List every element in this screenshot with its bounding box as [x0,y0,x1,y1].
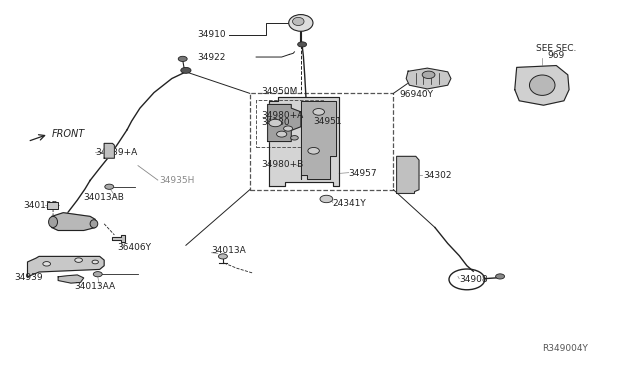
Circle shape [313,109,324,115]
Text: 34922: 34922 [197,52,225,61]
Circle shape [276,131,287,137]
Circle shape [422,71,435,78]
Polygon shape [113,235,125,242]
Bar [256,100,323,147]
Polygon shape [268,105,301,141]
Ellipse shape [292,17,304,26]
Circle shape [320,195,333,203]
Circle shape [291,136,298,140]
Polygon shape [28,256,104,277]
Text: 34950M: 34950M [261,87,298,96]
Polygon shape [58,275,84,283]
Text: 34939+A: 34939+A [95,148,138,157]
Text: SEE SEC.: SEE SEC. [536,44,577,53]
Text: 34013B: 34013B [23,201,58,210]
Text: 34980+A: 34980+A [261,111,303,120]
Polygon shape [52,213,95,231]
Text: 34013A: 34013A [211,246,246,255]
Text: 969: 969 [548,51,565,60]
Text: 34951: 34951 [314,117,342,126]
Text: 34302: 34302 [424,171,452,180]
Text: 34013AA: 34013AA [74,282,115,291]
Bar [47,202,58,209]
Circle shape [92,260,99,264]
Text: 34957: 34957 [349,169,378,178]
Text: R349004Y: R349004Y [542,344,588,353]
Circle shape [308,147,319,154]
Text: 36406Y: 36406Y [118,243,152,251]
Circle shape [43,262,51,266]
Text: 96940Y: 96940Y [400,90,434,99]
Text: 34935H: 34935H [159,176,195,185]
Circle shape [75,258,83,262]
Polygon shape [515,65,569,105]
Polygon shape [104,143,115,158]
Polygon shape [269,97,339,186]
Ellipse shape [529,75,555,95]
Polygon shape [406,68,451,89]
Text: 34980: 34980 [261,119,290,128]
Ellipse shape [90,220,98,228]
Text: 34980+B: 34980+B [261,160,303,169]
Circle shape [269,119,282,127]
Text: FRONT: FRONT [52,129,85,139]
Circle shape [180,67,191,73]
Ellipse shape [289,15,313,31]
Text: 34939: 34939 [15,273,44,282]
Ellipse shape [49,217,58,228]
Circle shape [298,42,307,47]
Circle shape [105,184,114,189]
Polygon shape [397,156,419,193]
Text: 34908: 34908 [460,275,488,284]
Circle shape [93,272,102,277]
Circle shape [495,274,504,279]
Text: 34910: 34910 [197,30,225,39]
Text: 24341Y: 24341Y [333,199,367,208]
Text: 34013AB: 34013AB [84,193,125,202]
Bar [250,93,394,190]
Circle shape [284,126,292,131]
Circle shape [218,254,227,259]
Polygon shape [301,101,336,179]
Circle shape [178,56,187,61]
